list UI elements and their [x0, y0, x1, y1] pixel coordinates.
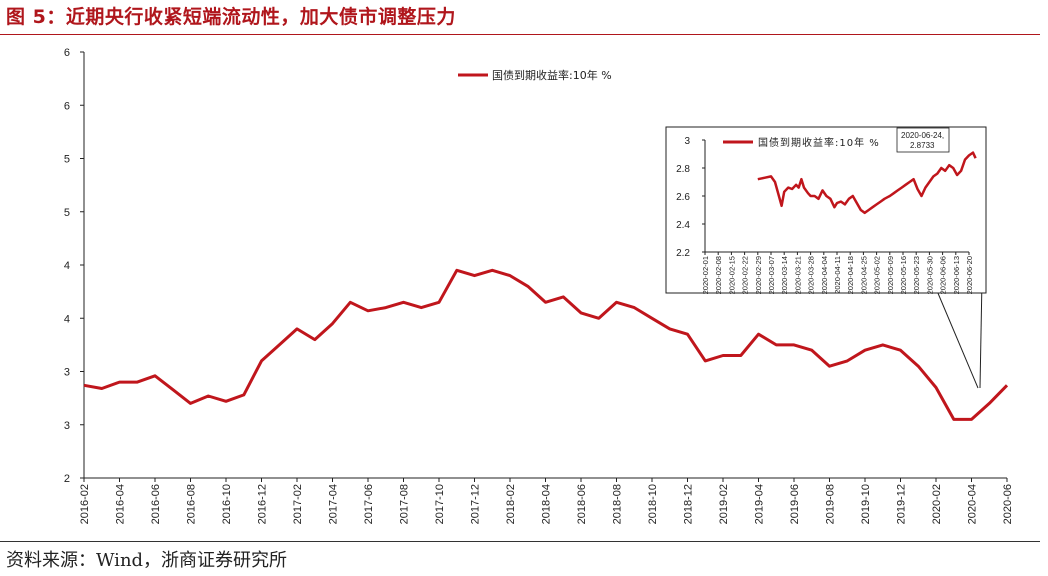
main-x-tick-label: 2019-04 [754, 484, 766, 524]
figure-source: 资料来源：Wind，浙商证券研究所 [6, 550, 288, 571]
inset-y-tick-label: 2.4 [676, 220, 690, 231]
main-y-tick-label: 3 [64, 420, 70, 432]
inset-x-tick-label: 2020-04-11 [833, 256, 842, 294]
inset-y-tick-label: 2.6 [676, 192, 690, 203]
main-x-tick-label: 2016-08 [186, 484, 198, 524]
inset-y-tick-label: 2.2 [676, 248, 690, 259]
main-x-tick-label: 2016-12 [257, 484, 269, 524]
inset-x-tick-label: 2020-06-13 [952, 256, 961, 294]
main-x-tick-label: 2020-02 [931, 484, 943, 524]
main-x-tick-label: 2020-06 [1002, 484, 1014, 524]
main-series-line [83, 268, 1009, 421]
inset-y-ticks: 2.2 2.4 2.6 2.8 3 [676, 136, 705, 259]
main-y-tick-label: 3 [64, 367, 70, 379]
main-y-tick-label: 6 [64, 47, 70, 59]
inset-callout-line [979, 278, 983, 389]
title-divider [0, 34, 1040, 35]
inset-x-tick-label: 2020-04-18 [846, 256, 855, 294]
main-x-tick-label: 2016-02 [79, 484, 91, 524]
inset-x-tick-label: 2020-05-16 [899, 256, 908, 294]
inset-x-tick-label: 2020-03-14 [780, 256, 789, 294]
inset-x-tick-label: 2020-03-07 [767, 256, 776, 294]
main-x-tick-label: 2017-02 [292, 484, 304, 524]
main-x-tick-label: 2018-08 [612, 484, 624, 524]
inset-frame [665, 126, 987, 294]
main-x-tick-label: 2016-04 [115, 484, 127, 524]
source-divider [0, 541, 1040, 542]
main-x-tick-label: 2019-02 [718, 484, 730, 524]
main-y-tick-label: 5 [64, 154, 70, 166]
main-y-tick-label: 5 [64, 207, 70, 219]
inset-x-tick-label: 2020-03-21 [793, 256, 802, 294]
inset-x-tick-label: 2020-02-15 [727, 256, 736, 294]
main-x-tick-label: 2019-10 [860, 484, 872, 524]
inset-x-tick-label: 2020-05-09 [886, 256, 895, 294]
annotation-value: 2.8733 [910, 141, 935, 150]
inset-x-tick-label: 2020-05-23 [912, 256, 921, 294]
main-x-tick-label: 2017-04 [328, 484, 340, 524]
inset-y-tick-label: 3 [684, 136, 690, 147]
annotation-date: 2020-06-24, [901, 131, 944, 140]
main-x-tick-label: 2020-04 [967, 484, 979, 524]
main-legend-label: 国债到期收益率:10年 % [492, 68, 612, 82]
main-y-ticks: 2 3 3 4 4 5 5 6 6 [64, 47, 84, 485]
inset-x-tick-label: 2020-04-04 [820, 256, 829, 294]
main-y-tick-label: 4 [64, 260, 70, 272]
main-y-tick-label: 6 [64, 100, 70, 112]
main-x-tick-label: 2019-12 [896, 484, 908, 524]
main-x-tick-label: 2018-04 [541, 484, 553, 524]
main-x-tick-label: 2018-06 [576, 484, 588, 524]
inset-legend: 国债到期收益率:10年 % [723, 136, 880, 149]
inset-x-tick-label: 2020-06-20 [965, 256, 974, 294]
figure-title: 图 5：近期央行收紧短端流动性，加大债市调整压力 [6, 6, 456, 28]
inset-annotation: 2020-06-24, 2.8733 [896, 127, 950, 153]
main-y-tick-label: 4 [64, 313, 70, 325]
inset-series-line [757, 151, 977, 215]
main-y-tick-label: 2 [64, 473, 70, 485]
main-x-tick-label: 2017-06 [363, 484, 375, 524]
main-legend: 国债到期收益率:10年 % [458, 68, 612, 82]
annotation-box [896, 127, 950, 153]
main-x-tick-label: 2016-06 [150, 484, 162, 524]
inset-callout-line [931, 278, 979, 389]
inset-x-tick-label: 2020-02-22 [741, 256, 750, 294]
main-x-tick-label: 2019-08 [825, 484, 837, 524]
main-x-tick-label: 2019-06 [789, 484, 801, 524]
inset-x-tick-label: 2020-03-28 [807, 256, 816, 294]
inset-x-tick-label: 2020-06-06 [939, 256, 948, 294]
main-x-tick-label: 2018-02 [505, 484, 517, 524]
inset-x-tick-label: 2020-05-30 [925, 256, 934, 294]
inset-x-tick-label: 2020-05-02 [873, 256, 882, 294]
main-x-tick-label: 2017-12 [470, 484, 482, 524]
inset-x-tick-label: 2020-02-01 [701, 256, 710, 294]
main-x-ticks: 2016-02 2016-04 2016-06 2016-08 2016-10 2016-… [79, 478, 1014, 524]
main-x-tick-label: 2018-10 [647, 484, 659, 524]
inset-legend-label: 国债到期收益率:10年 % [758, 136, 880, 149]
inset-x-tick-label: 2020-04-25 [859, 256, 868, 294]
main-x-tick-label: 2018-12 [683, 484, 695, 524]
inset-x-tick-label: 2020-02-29 [754, 256, 763, 294]
main-x-tick-label: 2017-08 [399, 484, 411, 524]
main-x-tick-label: 2016-10 [221, 484, 233, 524]
inset-x-tick-label: 2020-02-08 [714, 256, 723, 294]
main-x-tick-label: 2017-10 [434, 484, 446, 524]
inset-x-ticks: 2020-02-01 2020-02-08 2020-02-15 2020-02-22… [701, 252, 974, 294]
inset-y-tick-label: 2.8 [676, 164, 690, 175]
